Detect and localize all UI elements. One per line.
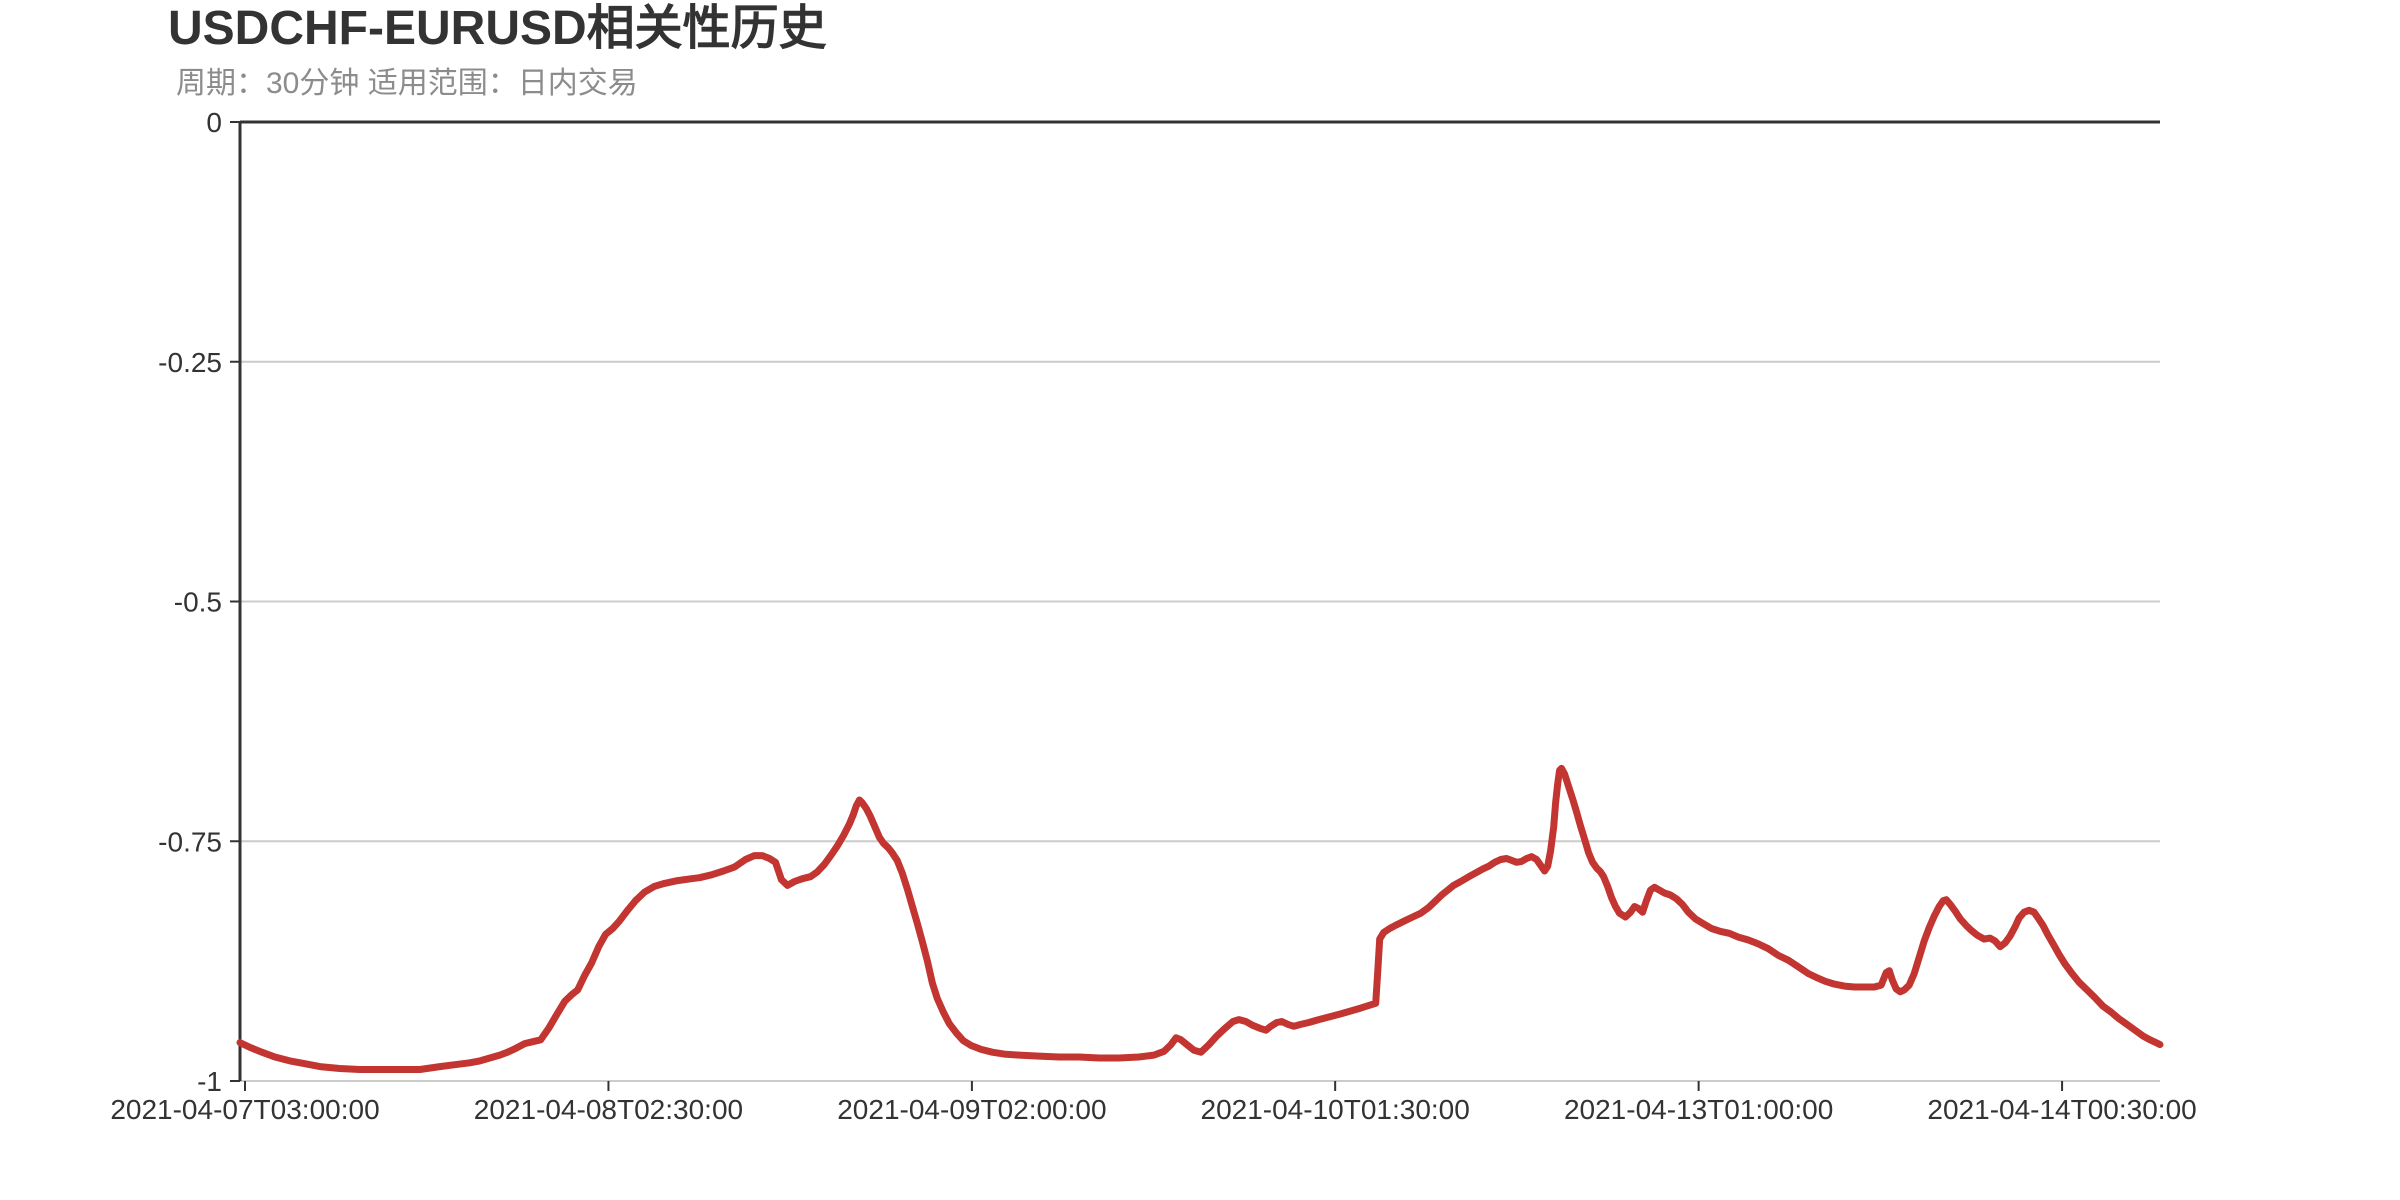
y-axis-label: -0.75 (158, 826, 222, 857)
y-axis-label: -0.25 (158, 347, 222, 378)
y-axis-label: -1 (197, 1066, 222, 1097)
x-axis-label: 2021-04-09T02:00:00 (837, 1094, 1106, 1125)
x-axis-label: 2021-04-13T01:00:00 (1564, 1094, 1833, 1125)
x-axis-label: 2021-04-08T02:30:00 (474, 1094, 743, 1125)
x-axis-label: 2021-04-10T01:30:00 (1201, 1094, 1470, 1125)
chart-subtitle: 周期：30分钟 适用范围：日内交易 (176, 67, 638, 100)
x-axis-label: 2021-04-07T03:00:00 (110, 1094, 379, 1125)
y-axis-label: 0 (206, 107, 222, 138)
series-line[interactable] (236, 764, 2164, 1073)
x-axis-label: 2021-04-14T00:30:00 (1927, 1094, 2196, 1125)
y-axis-label: -0.5 (174, 587, 222, 618)
chart-title: USDCHF-EURUSD相关性历史 (168, 2, 827, 55)
